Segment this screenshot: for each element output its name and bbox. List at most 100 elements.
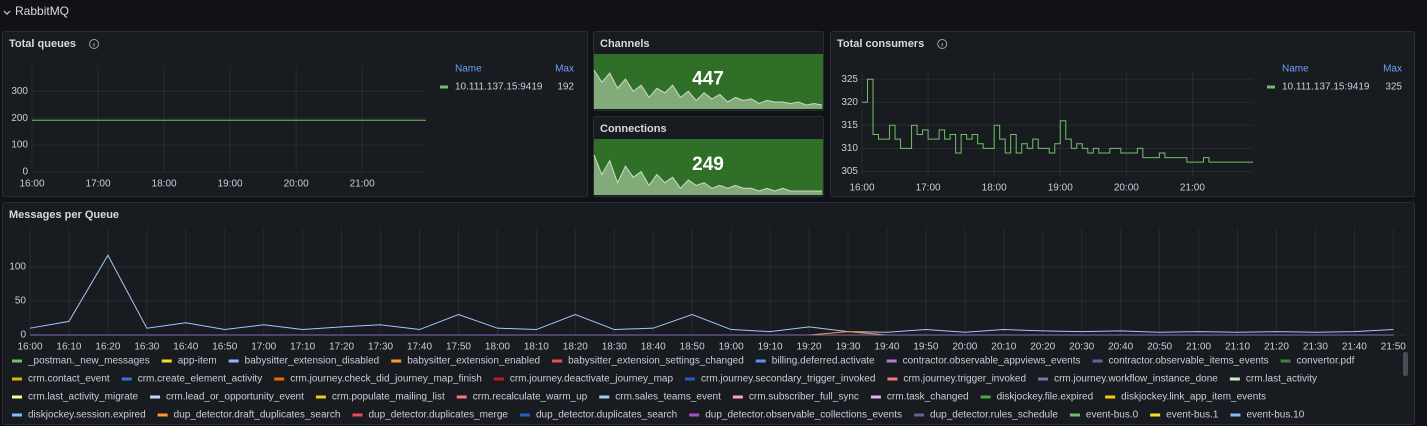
- x-tick-label: 18:40: [641, 342, 666, 353]
- legend-name[interactable]: crm.recalculate_warm_up: [473, 392, 588, 403]
- panel-title: Connections: [600, 123, 667, 135]
- x-tick-label: 17:00: [251, 342, 276, 353]
- x-tick-label: 17:20: [329, 342, 354, 353]
- x-tick-label: 18:50: [680, 342, 705, 353]
- y-tick-label: 305: [841, 166, 858, 177]
- legend-name[interactable]: crm.journey.trigger_invoked: [903, 374, 1026, 385]
- legend-header: Name: [1282, 64, 1309, 75]
- legend-name[interactable]: crm.journey.deactivate_journey_map: [510, 374, 674, 385]
- x-tick-label: 19:20: [797, 342, 822, 353]
- info-icon[interactable]: [89, 39, 100, 49]
- legend-name[interactable]: event-bus.1: [1166, 410, 1219, 421]
- y-tick-label: 325: [841, 74, 858, 85]
- legend-name[interactable]: dup_detector.observable_collections_even…: [705, 410, 902, 421]
- legend-name[interactable]: crm.populate_mailing_list: [332, 392, 445, 403]
- x-tick-label: 19:50: [913, 342, 938, 353]
- row-title[interactable]: RabbitMQ: [15, 4, 69, 18]
- legend-max: 192: [557, 82, 574, 93]
- x-tick-label: 18:00: [152, 179, 177, 190]
- x-tick-label: 21:00: [1180, 183, 1205, 194]
- panel: [830, 31, 1415, 197]
- sparkline: [593, 154, 822, 192]
- legend-name[interactable]: event-bus.0: [1086, 410, 1139, 421]
- scrollbar[interactable]: [1403, 352, 1408, 376]
- x-tick-label: 17:00: [86, 179, 111, 190]
- legend-name[interactable]: crm.journey.workflow_instance_done: [1054, 374, 1218, 385]
- y-tick-label: 315: [841, 120, 858, 131]
- legend-name[interactable]: convertor.pdf: [1297, 356, 1355, 367]
- legend-name[interactable]: crm.last_activity: [1246, 374, 1317, 385]
- legend-name[interactable]: dup_detector.duplicates_search: [536, 410, 677, 421]
- x-tick-label: 18:30: [602, 342, 627, 353]
- x-tick-label: 20:00: [284, 179, 309, 190]
- panel-title: Channels: [600, 38, 650, 50]
- x-tick-label: 20:50: [1147, 342, 1172, 353]
- x-tick-label: 16:50: [212, 342, 237, 353]
- legend-name[interactable]: crm.create_element_activity: [138, 374, 263, 385]
- legend-name[interactable]: crm.journey.secondary_trigger_invoked: [701, 374, 875, 385]
- legend-header: Max: [1383, 64, 1402, 75]
- y-tick-label: 300: [11, 86, 28, 97]
- legend-name[interactable]: 10.111.137.15:9419: [1282, 82, 1370, 93]
- y-tick-label: 310: [841, 143, 858, 154]
- legend-header: Max: [555, 64, 574, 75]
- x-tick-label: 21:40: [1342, 342, 1367, 353]
- sparkline-area: [594, 155, 822, 195]
- legend-name[interactable]: contractor.observable_appviews_events: [903, 356, 1081, 367]
- x-tick-label: 16:00: [19, 179, 44, 190]
- x-tick-label: 20:40: [1108, 342, 1133, 353]
- x-tick-label: 21:00: [350, 179, 375, 190]
- legend-name[interactable]: crm.contact_event: [28, 374, 110, 385]
- x-tick-label: 16:00: [17, 342, 42, 353]
- y-tick-label: 0: [22, 167, 28, 178]
- x-tick-label: 17:40: [407, 342, 432, 353]
- x-tick-label: 17:00: [916, 183, 941, 194]
- legend-name[interactable]: app-item: [178, 356, 217, 367]
- legend-name[interactable]: event-bus.10: [1246, 410, 1304, 421]
- legend-name[interactable]: babysitter_extension_settings_changed: [568, 356, 744, 367]
- legend-name[interactable]: contractor.observable_items_events: [1109, 356, 1269, 367]
- x-tick-label: 19:00: [1048, 183, 1073, 194]
- legend-name[interactable]: diskjockey.link_app_item_events: [1121, 392, 1266, 403]
- x-tick-label: 19:00: [719, 342, 744, 353]
- legend-name[interactable]: dup_detector.rules_schedule: [930, 410, 1058, 421]
- x-tick-label: 16:20: [95, 342, 120, 353]
- legend-max: 325: [1385, 82, 1402, 93]
- x-tick-label: 20:20: [1030, 342, 1055, 353]
- x-tick-label: 18:00: [982, 183, 1007, 194]
- x-tick-label: 20:10: [991, 342, 1016, 353]
- x-tick-label: 19:40: [874, 342, 899, 353]
- y-tick-label: 200: [11, 113, 28, 124]
- x-tick-label: 19:00: [218, 179, 243, 190]
- x-tick-label: 20:00: [952, 342, 977, 353]
- legend-name[interactable]: babysitter_extension_disabled: [245, 356, 380, 367]
- info-icon[interactable]: [937, 39, 948, 49]
- x-tick-label: 17:10: [290, 342, 315, 353]
- legend-name[interactable]: billing.deferred.activate: [772, 356, 875, 367]
- x-tick-label: 21:10: [1225, 342, 1250, 353]
- y-tick-label: 0: [20, 330, 26, 341]
- legend-name[interactable]: crm.sales_teams_event: [615, 392, 721, 403]
- legend-name[interactable]: dup_detector.duplicates_merge: [368, 410, 508, 421]
- x-tick-label: 17:30: [368, 342, 393, 353]
- legend-name[interactable]: diskjockey.file.expired: [997, 392, 1094, 403]
- legend-name[interactable]: crm.subscriber_full_sync: [749, 392, 859, 403]
- y-tick-label: 50: [15, 296, 27, 307]
- panel: [2, 202, 1415, 425]
- legend-name[interactable]: crm.journey.check_did_journey_map_finish: [290, 374, 482, 385]
- x-tick-label: 21:30: [1303, 342, 1328, 353]
- legend-name[interactable]: _postman._new_messages: [27, 356, 150, 367]
- x-tick-label: 21:00: [1186, 342, 1211, 353]
- sparkline-area: [594, 70, 822, 109]
- legend-name[interactable]: diskjockey.session.expired: [28, 410, 146, 421]
- x-tick-label: 18:20: [563, 342, 588, 353]
- legend-name[interactable]: 10.111.137.15:9419: [455, 82, 543, 93]
- row-chevron[interactable]: [3, 10, 11, 15]
- legend-name[interactable]: crm.lead_or_opportunity_event: [166, 392, 304, 403]
- panel-title: Total queues: [9, 38, 76, 50]
- legend-name[interactable]: crm.last_activity_migrate: [28, 392, 138, 403]
- legend-name[interactable]: crm.task_changed: [887, 392, 969, 403]
- legend-name[interactable]: babysitter_extension_enabled: [407, 356, 540, 367]
- legend-name[interactable]: dup_detector.draft_duplicates_search: [174, 410, 341, 421]
